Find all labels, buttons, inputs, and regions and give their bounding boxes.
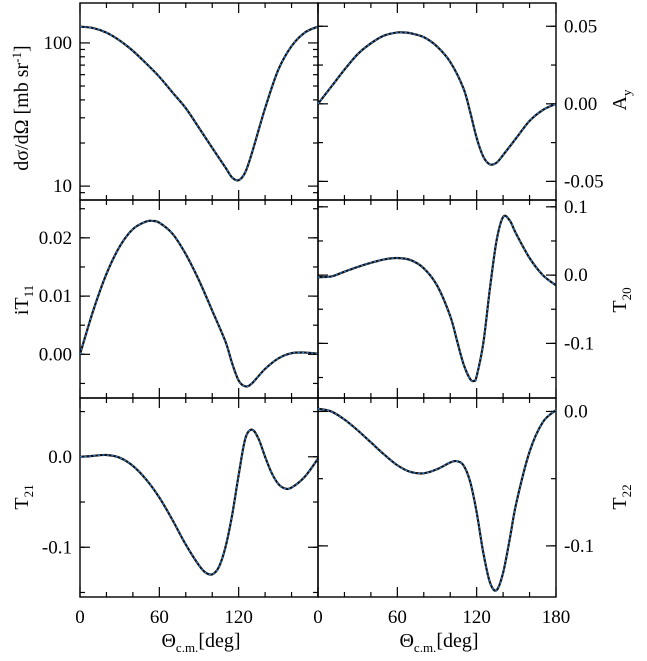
y-axis-label: dσ/dΩ [mb sr-1] bbox=[9, 45, 33, 170]
panel-frame bbox=[317, 2, 557, 201]
series-line-solid bbox=[317, 407, 557, 592]
x-tick-label: 180 bbox=[542, 607, 571, 628]
y-tick-label: -0.05 bbox=[564, 171, 604, 192]
panel-frame bbox=[317, 397, 557, 598]
y-tick-label: 0.02 bbox=[39, 228, 72, 249]
x-tick-label: 0 bbox=[313, 607, 323, 628]
series-line-solid bbox=[79, 428, 319, 576]
y-tick-label: 10 bbox=[53, 176, 72, 197]
y-axis-label: T22 bbox=[609, 484, 634, 509]
series-line-solid bbox=[78, 219, 319, 388]
panel-frame bbox=[79, 2, 319, 201]
y-axis-label: T21 bbox=[11, 484, 36, 509]
panel-iT11: 0.00 0.01 0.02 iT11 bbox=[11, 199, 319, 399]
x-tick-label: 0 bbox=[75, 607, 85, 628]
y-axis-label: T20 bbox=[609, 287, 634, 312]
x-axis-label: Θc.m.[deg] bbox=[399, 630, 478, 655]
y-tick-label: -0.1 bbox=[564, 536, 594, 557]
series-line-dotted bbox=[79, 25, 319, 182]
x-tick-label: 120 bbox=[224, 607, 253, 628]
y-tick-label: 0.0 bbox=[48, 447, 72, 468]
panel-dsigma: 10 100 dσ/dΩ [mb sr-1] bbox=[9, 2, 319, 201]
x-axis-label: Θc.m.[deg] bbox=[161, 630, 240, 655]
y-tick-label: 0.0 bbox=[564, 265, 588, 286]
series-line-dotted bbox=[79, 220, 319, 388]
y-tick-label: 0.01 bbox=[39, 286, 72, 307]
y-tick-label: 100 bbox=[44, 33, 73, 54]
panel-T22: -0.1 0.0 0 60 120 180 Θc.m.[deg] T22 bbox=[313, 397, 634, 655]
x-tick-label: 120 bbox=[462, 607, 491, 628]
panel-frame bbox=[317, 199, 557, 399]
y-tick-label: 0.0 bbox=[564, 401, 588, 422]
series-line-dotted bbox=[317, 31, 557, 166]
y-tick-label: 0.00 bbox=[39, 344, 72, 365]
y-axis-label: Ay bbox=[609, 89, 634, 110]
y-tick-label: 0.1 bbox=[564, 197, 588, 218]
series-line-solid bbox=[317, 31, 557, 166]
series-line-solid bbox=[79, 25, 319, 182]
panel-T20: -0.1 0.0 0.1 T20 bbox=[317, 197, 634, 399]
panel-frame bbox=[79, 199, 319, 399]
y-tick-label: 0.00 bbox=[564, 94, 597, 115]
y-axis-label: iT11 bbox=[11, 285, 36, 315]
y-tick-label: 0.05 bbox=[564, 16, 597, 37]
x-tick-label: 60 bbox=[150, 607, 169, 628]
panel-Ay: -0.05 0.00 0.05 Ay bbox=[317, 2, 634, 201]
y-tick-label: -0.1 bbox=[564, 333, 594, 354]
x-tick-label: 60 bbox=[388, 607, 407, 628]
series-line-dotted bbox=[317, 215, 557, 382]
series-line-dotted bbox=[79, 429, 319, 576]
y-tick-label: -0.1 bbox=[42, 537, 72, 558]
series-line-dotted bbox=[317, 408, 557, 592]
